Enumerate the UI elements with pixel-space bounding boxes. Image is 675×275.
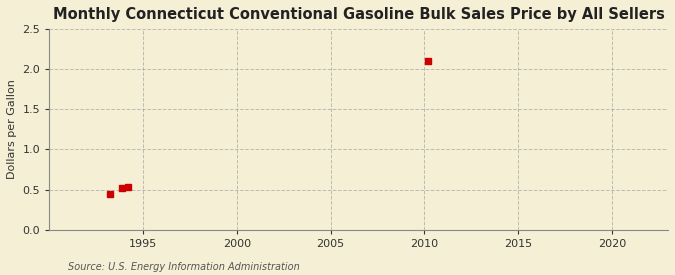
Title: Monthly Connecticut Conventional Gasoline Bulk Sales Price by All Sellers: Monthly Connecticut Conventional Gasolin… bbox=[53, 7, 665, 22]
Text: Source: U.S. Energy Information Administration: Source: U.S. Energy Information Administ… bbox=[68, 262, 299, 272]
Y-axis label: Dollars per Gallon: Dollars per Gallon bbox=[7, 79, 17, 179]
